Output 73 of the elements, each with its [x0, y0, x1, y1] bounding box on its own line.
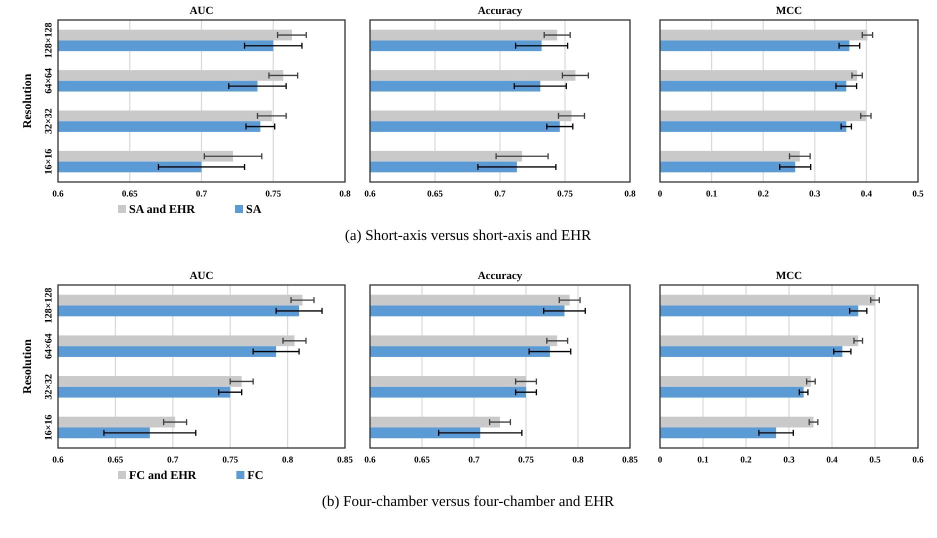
- legend-label: FC and EHR: [129, 468, 197, 482]
- x-tick-label: 0.4: [826, 454, 838, 464]
- bar: [660, 306, 858, 316]
- bar: [660, 70, 858, 81]
- y-tick-label: 64×64: [43, 68, 54, 94]
- legend-label: SA: [246, 202, 262, 216]
- x-tick-label: 0: [658, 454, 663, 464]
- text: (a) Short-axis versus short-axis and EHR: [344, 228, 592, 244]
- chart-title: MCC: [776, 270, 802, 282]
- chart-title: AUC: [190, 270, 214, 282]
- bar: [660, 346, 842, 357]
- x-tick-label: 0.8: [282, 454, 294, 464]
- x-tick-label: 0.8: [339, 188, 352, 198]
- chart-title: Accuracy: [478, 270, 523, 282]
- legend-label: SA and EHR: [129, 202, 196, 216]
- x-tick-label: 0: [658, 188, 663, 198]
- x-tick-label: 0.85: [622, 454, 638, 464]
- bar: [660, 30, 868, 40]
- x-tick-label: 0.1: [697, 454, 710, 464]
- y-tick-label: 32×32: [43, 108, 54, 134]
- x-tick-label: 0.6: [364, 454, 376, 464]
- y-tick-label: 16×16: [43, 414, 54, 440]
- x-tick-label: 0.5: [912, 188, 924, 198]
- x-tick-label: 0.7: [494, 188, 506, 198]
- x-tick-label: 0.5: [869, 454, 882, 464]
- x-tick-label: 0.75: [222, 454, 239, 464]
- bar: [660, 416, 814, 428]
- y-tick-label: 32×32: [43, 374, 54, 400]
- x-tick-label: 0.2: [740, 454, 752, 464]
- x-tick-label: 0.7: [468, 454, 480, 464]
- x-tick-label: 0.3: [783, 454, 796, 464]
- x-tick-label: 0.65: [414, 454, 430, 464]
- x-tick-label: 0.65: [427, 188, 444, 198]
- y-axis-title: Resolution: [20, 338, 34, 394]
- bar: [660, 80, 846, 92]
- x-tick-label: 0.6: [52, 454, 64, 464]
- bar: [660, 121, 846, 132]
- legend-label: FC: [247, 468, 264, 482]
- x-tick-label: 0.75: [265, 188, 282, 198]
- chart-title: AUC: [190, 5, 214, 17]
- bar: [660, 150, 800, 162]
- x-tick-label: 0.6: [52, 188, 64, 198]
- y-axis-title: Resolution: [20, 73, 34, 128]
- y-tick-label: 128×128: [43, 22, 54, 58]
- x-tick-label: 0.8: [572, 454, 584, 464]
- y-tick-label: 128×128: [43, 288, 54, 324]
- x-tick-label: 0.65: [122, 188, 138, 198]
- bar: [660, 376, 811, 387]
- x-tick-label: 0.7: [167, 454, 179, 464]
- x-tick-label: 0.6: [912, 454, 924, 464]
- x-tick-label: 0.7: [196, 188, 208, 198]
- bar: [660, 335, 858, 346]
- chart-title: Accuracy: [478, 5, 523, 17]
- x-tick-label: 0.65: [108, 454, 124, 464]
- x-tick-label: 0.75: [557, 188, 574, 198]
- x-tick-label: 0.2: [758, 188, 770, 198]
- x-tick-label: 0.8: [624, 188, 636, 198]
- chart-title: MCC: [776, 5, 802, 17]
- x-tick-label: 0.1: [706, 188, 718, 198]
- x-tick-label: 0.4: [860, 188, 873, 198]
- x-tick-label: 0.75: [518, 454, 534, 464]
- y-tick-label: 16×16: [43, 148, 54, 174]
- bar: [660, 162, 796, 172]
- x-tick-label: 0.85: [337, 454, 354, 464]
- bar: [660, 427, 776, 438]
- x-tick-label: 0.6: [364, 188, 376, 198]
- x-tick-label: 0.3: [809, 188, 821, 198]
- y-tick-label: 64×64: [43, 333, 54, 360]
- bar: [660, 386, 804, 398]
- bar: [660, 294, 875, 306]
- text: (b) Four-chamber versus four-chamber and EHR: [322, 494, 614, 510]
- bar: [660, 40, 850, 52]
- bar: [660, 110, 866, 122]
